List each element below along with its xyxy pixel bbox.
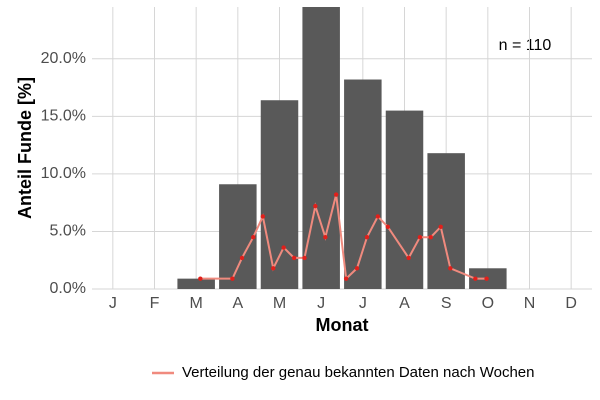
x-tick-label: O — [482, 295, 494, 312]
point — [375, 214, 381, 219]
point — [448, 266, 453, 271]
point — [417, 235, 423, 240]
point — [239, 255, 245, 261]
bar — [385, 110, 424, 290]
point — [323, 235, 328, 240]
y-tick-label: 0.0% — [50, 280, 86, 297]
y-tick-label: 15.0% — [41, 108, 86, 125]
x-tick-label: J — [359, 295, 367, 312]
x-tick-label: J — [109, 295, 117, 312]
point — [343, 276, 349, 281]
bar — [219, 184, 257, 289]
bar — [344, 79, 382, 289]
bar — [302, 7, 340, 289]
point — [313, 203, 318, 209]
point — [333, 192, 339, 197]
y-tick-label: 10.0% — [41, 165, 86, 182]
bar — [260, 100, 299, 289]
point — [428, 235, 433, 240]
x-tick-label: F — [150, 295, 160, 312]
point — [260, 214, 266, 219]
x-tick-label: A — [232, 295, 243, 312]
point — [385, 224, 391, 230]
annotation: n = 110 — [499, 37, 552, 54]
x-tick-label: D — [565, 295, 577, 312]
point — [484, 276, 489, 281]
x-tick-label: M — [273, 295, 286, 312]
point — [251, 235, 256, 240]
point — [406, 255, 411, 261]
point — [438, 224, 443, 230]
y-tick-label: 5.0% — [50, 223, 86, 240]
point — [230, 276, 235, 281]
x-axis-label: Monat — [316, 315, 369, 335]
x-tick-label: N — [524, 295, 536, 312]
point — [291, 255, 297, 261]
x-tick-label: A — [399, 295, 410, 312]
x-tick-label: S — [441, 295, 452, 312]
bar — [427, 153, 465, 289]
x-tick-label: M — [190, 295, 203, 312]
x-tick-label: J — [317, 295, 325, 312]
y-tick-label: 20.0% — [41, 50, 86, 67]
bar — [177, 278, 215, 289]
point — [198, 276, 203, 281]
point — [271, 266, 276, 271]
point — [281, 245, 286, 250]
point — [364, 235, 370, 240]
point — [302, 255, 307, 261]
line — [200, 194, 487, 281]
legend-label: Verteilung der genau bekannten Daten nac… — [182, 364, 535, 381]
y-axis-label: Anteil Funde [%] — [15, 77, 35, 219]
point — [354, 266, 360, 271]
point — [473, 276, 478, 281]
